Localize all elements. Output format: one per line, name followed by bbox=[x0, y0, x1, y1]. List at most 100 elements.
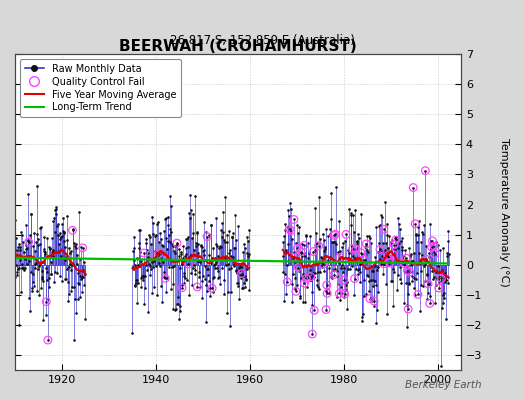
Point bbox=[146, 234, 154, 240]
Point bbox=[320, 248, 328, 254]
Point bbox=[224, 289, 233, 296]
Point bbox=[286, 256, 294, 263]
Point bbox=[422, 256, 430, 262]
Point bbox=[53, 270, 61, 277]
Point bbox=[20, 254, 29, 260]
Point bbox=[362, 291, 370, 298]
Point bbox=[142, 261, 150, 268]
Point bbox=[280, 226, 289, 233]
Point bbox=[412, 232, 420, 239]
Point bbox=[176, 302, 184, 309]
Point bbox=[409, 184, 418, 191]
Point bbox=[292, 282, 301, 288]
Point bbox=[183, 244, 192, 250]
Point bbox=[405, 280, 413, 286]
Point bbox=[149, 230, 158, 237]
Point bbox=[79, 245, 87, 251]
Point bbox=[333, 268, 341, 274]
Point bbox=[196, 242, 205, 248]
Point bbox=[430, 243, 438, 249]
Point bbox=[65, 264, 73, 270]
Point bbox=[330, 271, 338, 278]
Point bbox=[358, 252, 366, 258]
Point bbox=[204, 266, 212, 272]
Point bbox=[14, 266, 23, 272]
Point bbox=[74, 296, 83, 302]
Point bbox=[52, 204, 60, 210]
Point bbox=[173, 240, 181, 247]
Point bbox=[437, 275, 445, 282]
Point bbox=[179, 255, 187, 262]
Point bbox=[428, 268, 436, 274]
Point bbox=[416, 258, 424, 264]
Point bbox=[294, 264, 302, 271]
Point bbox=[321, 226, 330, 232]
Point bbox=[187, 206, 195, 213]
Point bbox=[144, 309, 152, 315]
Point bbox=[56, 236, 64, 242]
Point bbox=[238, 272, 246, 278]
Point bbox=[344, 247, 353, 254]
Point bbox=[309, 248, 318, 255]
Point bbox=[421, 260, 429, 267]
Point bbox=[328, 274, 336, 281]
Point bbox=[290, 216, 298, 223]
Point bbox=[235, 263, 244, 270]
Point bbox=[388, 266, 397, 272]
Point bbox=[413, 224, 422, 231]
Point bbox=[315, 269, 324, 275]
Point bbox=[370, 263, 379, 269]
Point bbox=[343, 278, 351, 285]
Point bbox=[156, 254, 165, 261]
Point bbox=[55, 241, 63, 248]
Point bbox=[145, 232, 154, 238]
Point bbox=[416, 308, 424, 315]
Point bbox=[201, 276, 209, 282]
Point bbox=[337, 284, 345, 290]
Point bbox=[356, 260, 364, 267]
Point bbox=[439, 300, 447, 306]
Point bbox=[47, 271, 56, 277]
Point bbox=[424, 250, 433, 256]
Point bbox=[228, 254, 237, 260]
Point bbox=[312, 230, 320, 237]
Point bbox=[146, 272, 155, 278]
Point bbox=[188, 234, 196, 241]
Point bbox=[159, 259, 168, 265]
Point bbox=[135, 226, 143, 233]
Point bbox=[168, 264, 176, 270]
Point bbox=[216, 243, 224, 249]
Point bbox=[431, 251, 439, 257]
Point bbox=[384, 252, 392, 259]
Point bbox=[437, 362, 445, 369]
Point bbox=[287, 228, 295, 234]
Point bbox=[28, 288, 36, 294]
Point bbox=[231, 245, 239, 251]
Point bbox=[202, 266, 211, 272]
Point bbox=[329, 239, 337, 245]
Point bbox=[327, 190, 335, 196]
Point bbox=[429, 276, 437, 282]
Point bbox=[128, 330, 137, 336]
Point bbox=[170, 248, 178, 254]
Point bbox=[181, 251, 190, 258]
Text: 26.817 S, 152.859 E (Australia): 26.817 S, 152.859 E (Australia) bbox=[170, 34, 354, 47]
Point bbox=[428, 238, 436, 244]
Point bbox=[380, 226, 388, 232]
Point bbox=[69, 225, 77, 232]
Point bbox=[357, 250, 365, 256]
Point bbox=[155, 251, 163, 257]
Point bbox=[304, 271, 313, 278]
Point bbox=[351, 207, 359, 214]
Point bbox=[365, 233, 374, 240]
Point bbox=[233, 279, 242, 286]
Point bbox=[158, 242, 166, 249]
Point bbox=[279, 253, 287, 259]
Point bbox=[192, 229, 201, 235]
Point bbox=[165, 232, 173, 238]
Point bbox=[392, 236, 400, 242]
Point bbox=[11, 274, 19, 280]
Point bbox=[178, 261, 186, 268]
Point bbox=[429, 274, 438, 280]
Point bbox=[166, 193, 174, 199]
